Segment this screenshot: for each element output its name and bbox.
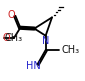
Text: O: O: [2, 33, 10, 43]
Text: HN: HN: [26, 61, 41, 71]
Text: N: N: [42, 36, 49, 46]
Text: CH₃: CH₃: [4, 33, 22, 43]
Text: CH₃: CH₃: [62, 45, 80, 55]
Text: O: O: [8, 10, 16, 20]
